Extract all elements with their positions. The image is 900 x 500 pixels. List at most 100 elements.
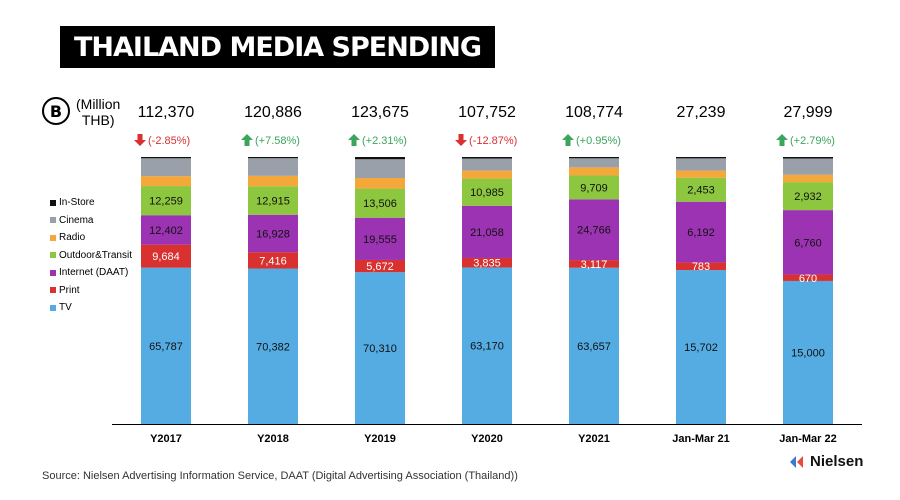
data-label: 9,709	[580, 182, 608, 194]
x-tick-label: Y2019	[364, 433, 396, 445]
bar-segment-radio	[141, 176, 191, 187]
nielsen-logo-icon	[790, 455, 803, 468]
data-label: 65,787	[149, 341, 183, 353]
data-label: 21,058	[470, 227, 504, 239]
total-label: 108,774	[565, 104, 623, 121]
legend-swatch	[50, 304, 56, 311]
legend-label: Radio	[59, 232, 86, 244]
data-label: 19,555	[363, 234, 397, 246]
legend-swatch	[50, 252, 56, 259]
bar-segment-cinema	[569, 158, 619, 168]
bar-segment-print	[141, 244, 191, 268]
legend-item: Print	[50, 282, 132, 300]
bar-segment-cinema	[462, 158, 512, 171]
data-label: 670	[799, 273, 817, 285]
change-label: (+2.79%)	[790, 135, 835, 147]
source-note: Source: Nielsen Advertising Information …	[42, 470, 518, 482]
data-label: 13,506	[363, 198, 397, 210]
bar-segment-tv	[355, 272, 405, 424]
legend-label: Outdoor&Transit	[59, 249, 132, 261]
x-tick-label: Y2017	[150, 433, 182, 445]
bar-segment-outdoor-transit	[676, 177, 726, 202]
data-label: 63,657	[577, 341, 611, 353]
unit-label: (Million THB)	[76, 96, 121, 128]
change-label: (-2.85%)	[148, 135, 190, 147]
change-label: (+2.31%)	[362, 135, 407, 147]
bar-segment-outdoor-transit	[355, 188, 405, 218]
legend-label: Print	[59, 284, 80, 296]
arrow-up-icon	[776, 134, 788, 146]
legend-label: Cinema	[59, 214, 94, 226]
data-label: 16,928	[256, 228, 290, 240]
legend-swatch	[50, 234, 56, 241]
x-tick-label: Y2021	[578, 433, 610, 445]
bar-segment-outdoor-transit	[462, 178, 512, 206]
bar-segment-cinema	[355, 159, 405, 179]
bar-segment-tv	[676, 270, 726, 424]
total-label: 112,370	[138, 104, 195, 121]
bar-segment-radio	[355, 178, 405, 189]
bar-segment-radio	[248, 175, 298, 187]
legend-swatch	[50, 217, 56, 224]
baht-icon: B	[42, 97, 70, 125]
data-label: 10,985	[470, 187, 504, 199]
data-label: 15,000	[791, 347, 825, 359]
bar-segment-internet-daat-	[248, 214, 298, 253]
data-label: 70,382	[256, 341, 290, 353]
data-label: 63,170	[470, 341, 504, 353]
legend-label: In-Store	[59, 197, 95, 209]
bar-segment-in-store	[462, 157, 512, 159]
bar-segment-internet-daat-	[676, 201, 726, 263]
legend-swatch	[50, 199, 56, 206]
bar-segment-in-store	[783, 157, 833, 159]
bar-segment-internet-daat-	[141, 215, 191, 245]
total-label: 123,675	[351, 104, 409, 121]
bar-segment-cinema	[676, 158, 726, 171]
x-tick-label: Jan-Mar 22	[779, 433, 836, 445]
legend-item: Cinema	[50, 212, 132, 230]
arrow-up-icon	[241, 134, 253, 146]
bar-segment-print	[676, 262, 726, 271]
bar-segment-outdoor-transit	[569, 175, 619, 200]
total-label: 107,752	[458, 104, 516, 121]
legend-item: Radio	[50, 229, 132, 247]
bar-segment-tv	[248, 268, 298, 424]
x-tick-label: Y2020	[471, 433, 503, 445]
bar-segment-in-store	[676, 157, 726, 159]
data-label: 5,672	[366, 261, 394, 273]
bar-segment-in-store	[141, 157, 191, 159]
bar-segment-outdoor-transit	[248, 186, 298, 215]
x-tick-label: Y2018	[257, 433, 289, 445]
data-label: 15,702	[684, 342, 718, 354]
arrow-up-icon	[348, 134, 360, 146]
bar-segment-tv	[141, 267, 191, 424]
bar-segment-tv	[783, 280, 833, 424]
data-label: 3,835	[473, 258, 501, 270]
bar-segment-radio	[783, 174, 833, 183]
total-label: 27,239	[677, 104, 726, 121]
data-label: 2,932	[794, 191, 822, 203]
data-label: 9,684	[152, 251, 180, 263]
legend-swatch	[50, 287, 56, 294]
data-label: 3,117	[581, 259, 608, 271]
bar-segment-cinema	[248, 158, 298, 176]
bar-segment-internet-daat-	[355, 217, 405, 260]
bar-segment-print	[355, 259, 405, 273]
bar-segment-in-store	[355, 157, 405, 160]
bar-segment-cinema	[141, 158, 191, 177]
bar-segment-tv	[569, 267, 619, 424]
data-label: 12,915	[256, 196, 290, 208]
total-label: 27,999	[784, 104, 833, 121]
bar-segment-in-store	[248, 157, 298, 159]
bar-segment-outdoor-transit	[783, 182, 833, 211]
legend-swatch	[50, 269, 56, 276]
data-label: 2,453	[687, 185, 715, 197]
data-label: 70,310	[363, 343, 397, 355]
bar-segment-radio	[462, 170, 512, 179]
nielsen-logo: Nielsen	[790, 453, 863, 470]
arrow-down-icon	[455, 134, 467, 146]
bar-segment-internet-daat-	[569, 199, 619, 261]
chart-legend: In-Store Cinema Radio Outdoor&Transit Intern…	[50, 194, 132, 317]
data-label: 12,259	[149, 196, 183, 208]
